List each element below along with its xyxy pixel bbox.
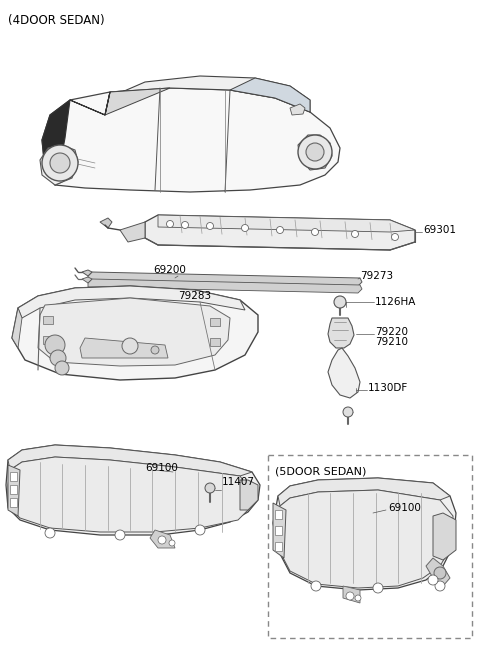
Circle shape [181,222,189,228]
Circle shape [434,567,446,579]
Polygon shape [275,510,282,519]
Text: 79210: 79210 [375,337,408,347]
Polygon shape [82,270,92,276]
Circle shape [298,135,332,169]
Circle shape [392,234,398,241]
Circle shape [351,230,359,237]
Polygon shape [273,503,286,558]
Polygon shape [328,348,360,398]
Polygon shape [120,222,145,242]
Circle shape [206,222,214,230]
Polygon shape [158,215,415,232]
Text: 11407: 11407 [222,477,255,487]
Text: 79273: 79273 [360,271,393,281]
Text: 1126HA: 1126HA [375,297,416,307]
Polygon shape [278,478,450,506]
Polygon shape [343,586,360,603]
Circle shape [151,346,159,354]
Polygon shape [8,457,250,532]
Circle shape [158,536,166,544]
Circle shape [355,595,361,601]
Circle shape [346,592,354,600]
Circle shape [45,528,55,538]
Text: (4DOOR SEDAN): (4DOOR SEDAN) [8,14,105,27]
Polygon shape [274,490,453,588]
Circle shape [428,575,438,585]
Polygon shape [82,277,92,283]
Circle shape [45,335,65,355]
Polygon shape [150,530,175,548]
Polygon shape [100,218,112,228]
Text: 69100: 69100 [145,463,178,473]
Polygon shape [10,498,17,507]
Circle shape [167,220,173,228]
Circle shape [169,540,175,546]
Circle shape [334,296,346,308]
Text: (5DOOR SEDAN): (5DOOR SEDAN) [275,467,366,477]
Circle shape [42,145,78,181]
Circle shape [241,224,249,232]
Polygon shape [290,104,305,115]
Polygon shape [18,286,245,318]
Polygon shape [43,336,53,344]
Polygon shape [328,318,354,348]
Polygon shape [298,135,332,170]
Circle shape [50,153,70,173]
Polygon shape [10,472,17,481]
Circle shape [50,350,66,366]
Circle shape [115,530,125,540]
Polygon shape [43,316,53,324]
Polygon shape [42,92,110,185]
Circle shape [195,525,205,535]
Polygon shape [145,215,415,250]
Polygon shape [42,88,340,192]
Polygon shape [38,298,230,366]
Polygon shape [40,145,78,185]
Polygon shape [88,279,362,293]
Polygon shape [10,485,17,494]
Polygon shape [210,318,220,326]
Polygon shape [426,558,450,586]
Circle shape [311,581,321,591]
Polygon shape [105,88,170,115]
Polygon shape [8,445,252,476]
Circle shape [343,407,353,417]
Polygon shape [240,480,258,510]
Text: 69301: 69301 [423,225,456,235]
Polygon shape [8,465,20,516]
Polygon shape [6,445,260,535]
Polygon shape [210,338,220,346]
FancyBboxPatch shape [268,455,472,638]
Circle shape [205,483,215,493]
Text: 79283: 79283 [178,291,211,301]
Polygon shape [273,478,456,590]
Polygon shape [12,286,258,380]
Text: 69100: 69100 [388,503,421,513]
Polygon shape [230,78,310,112]
Circle shape [435,581,445,591]
Circle shape [312,228,319,236]
Polygon shape [80,338,168,358]
Text: 69200: 69200 [153,265,186,275]
Circle shape [122,338,138,354]
Polygon shape [275,542,282,551]
Circle shape [276,226,284,234]
Polygon shape [433,513,456,560]
Polygon shape [105,76,310,115]
Text: 1130DF: 1130DF [368,383,408,393]
Circle shape [373,583,383,593]
Text: 79220: 79220 [375,327,408,337]
Polygon shape [12,308,22,348]
Polygon shape [275,526,282,535]
Circle shape [55,361,69,375]
Circle shape [306,143,324,161]
Polygon shape [88,272,362,286]
